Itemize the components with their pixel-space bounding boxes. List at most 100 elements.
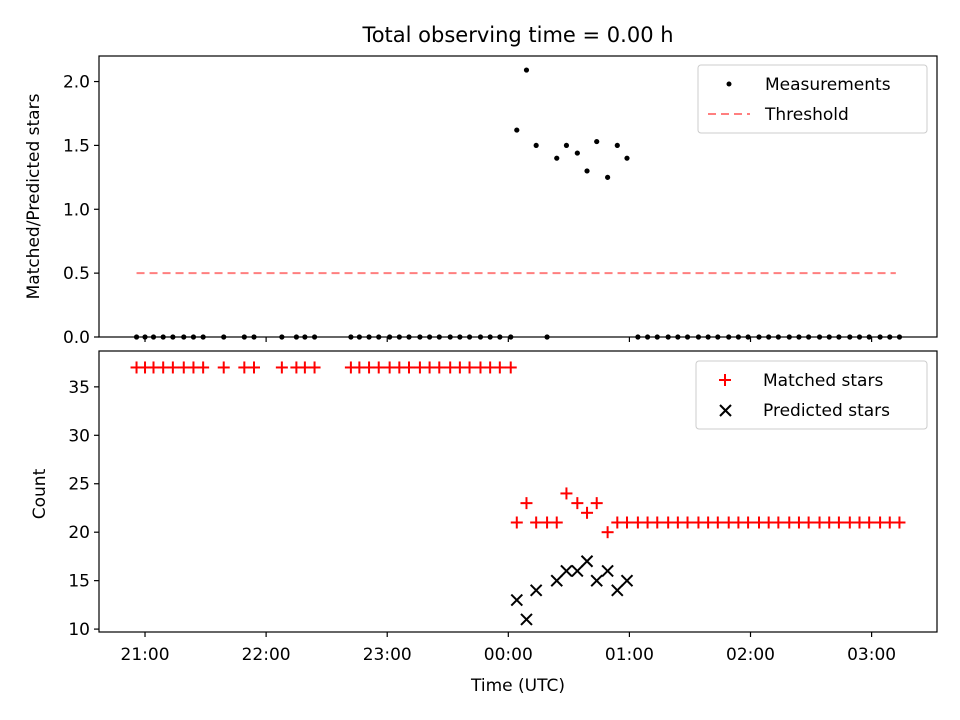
- data-point: [614, 142, 620, 149]
- legend-label-matched: Matched stars: [763, 371, 883, 391]
- panel-ratio-ylabel: Matched/Predicted stars: [24, 93, 44, 299]
- panel-count-frame: [98, 350, 938, 633]
- legend-frame: [697, 64, 928, 134]
- data-point: [772, 516, 785, 529]
- data-point: [197, 361, 210, 374]
- data-point: [510, 593, 523, 607]
- data-point: [406, 334, 412, 340]
- data-point: [605, 174, 611, 180]
- chart-title: Total observing time = 0.00 h: [361, 23, 673, 47]
- y-tick-label: 0.0: [63, 328, 90, 348]
- data-point: [279, 334, 285, 340]
- data-point: [504, 361, 517, 374]
- legend-label-predicted: Predicted stars: [763, 401, 890, 421]
- data-point: [457, 334, 463, 340]
- panel-count-series: [130, 361, 906, 626]
- data-point: [620, 516, 633, 529]
- data-point: [735, 334, 741, 340]
- x-axis-label: Time (UTC): [470, 676, 565, 696]
- x-tick-label: 00:00: [484, 645, 533, 665]
- data-point: [275, 361, 288, 374]
- data-point: [584, 168, 590, 174]
- data-point: [396, 334, 402, 340]
- data-point: [550, 516, 563, 529]
- y-tick-label: 2.0: [63, 73, 90, 93]
- data-point: [241, 334, 247, 340]
- data-point: [624, 155, 630, 161]
- y-tick-label: 20: [68, 523, 90, 543]
- data-point: [533, 142, 539, 149]
- data-point: [510, 516, 523, 529]
- panel-count-ylabel: Count: [30, 468, 50, 519]
- data-point: [675, 334, 681, 340]
- data-point: [150, 334, 157, 340]
- data-point: [742, 516, 755, 529]
- data-point: [711, 516, 724, 529]
- panel-count-legend: Matched stars Predicted stars: [695, 360, 928, 430]
- y-tick-label: 30: [68, 426, 90, 446]
- data-point: [796, 334, 802, 340]
- data-point: [684, 334, 691, 340]
- data-point: [530, 516, 543, 529]
- data-point: [560, 487, 573, 500]
- data-point: [508, 334, 514, 340]
- y-tick-label: 25: [68, 475, 90, 495]
- data-point: [387, 334, 393, 340]
- data-point: [726, 334, 732, 340]
- data-point: [447, 334, 453, 340]
- data-point: [520, 497, 533, 510]
- x-tick-label: 01:00: [605, 645, 654, 665]
- data-point: [166, 361, 179, 374]
- data-point: [487, 334, 493, 340]
- data-point: [560, 564, 573, 578]
- data-point: [403, 361, 416, 374]
- data-point: [563, 142, 570, 149]
- data-point: [665, 334, 671, 340]
- series-measurements: [133, 67, 903, 340]
- data-point: [681, 516, 694, 529]
- series-predicted-stars: [510, 555, 634, 626]
- legend-label-threshold: Threshold: [764, 105, 849, 125]
- data-point: [644, 334, 651, 340]
- data-point: [133, 334, 140, 340]
- data-point: [847, 334, 853, 340]
- x-tick-label: 23:00: [363, 645, 412, 665]
- data-point: [654, 334, 660, 340]
- data-point: [766, 334, 772, 340]
- data-point: [806, 334, 812, 340]
- data-point: [514, 127, 520, 133]
- data-point: [590, 497, 603, 510]
- data-point: [190, 334, 197, 340]
- x-tick-label: 02:00: [726, 645, 775, 665]
- data-point: [308, 361, 321, 374]
- data-point: [426, 334, 433, 340]
- data-point: [856, 334, 863, 340]
- y-tick-label: 1.5: [63, 136, 90, 156]
- data-point: [877, 334, 883, 340]
- data-point: [866, 334, 872, 340]
- data-point: [293, 334, 299, 340]
- legend-marker-measurements: [726, 81, 732, 87]
- y-tick-label: 35: [68, 378, 90, 398]
- data-point: [571, 564, 584, 578]
- data-point: [590, 574, 603, 587]
- data-point: [251, 334, 257, 340]
- data-point: [832, 516, 845, 529]
- y-tick-label: 0.5: [63, 264, 90, 284]
- data-point: [836, 334, 842, 340]
- data-point: [594, 138, 600, 145]
- data-point: [497, 334, 503, 340]
- data-point: [601, 526, 614, 539]
- data-point: [651, 516, 664, 529]
- data-point: [550, 574, 563, 587]
- panel-ratio-series: [133, 67, 903, 340]
- data-point: [756, 334, 762, 340]
- data-point: [463, 361, 476, 374]
- data-point: [802, 516, 815, 529]
- panel-ratio-y-ticks: 0.0 0.5 1.0 1.5 2.0: [63, 73, 99, 348]
- data-point: [601, 564, 614, 578]
- data-point: [372, 361, 385, 374]
- data-point: [477, 334, 484, 340]
- data-point: [887, 334, 893, 340]
- panel-count-y-ticks: 10 15 20 25 30 35: [68, 378, 99, 640]
